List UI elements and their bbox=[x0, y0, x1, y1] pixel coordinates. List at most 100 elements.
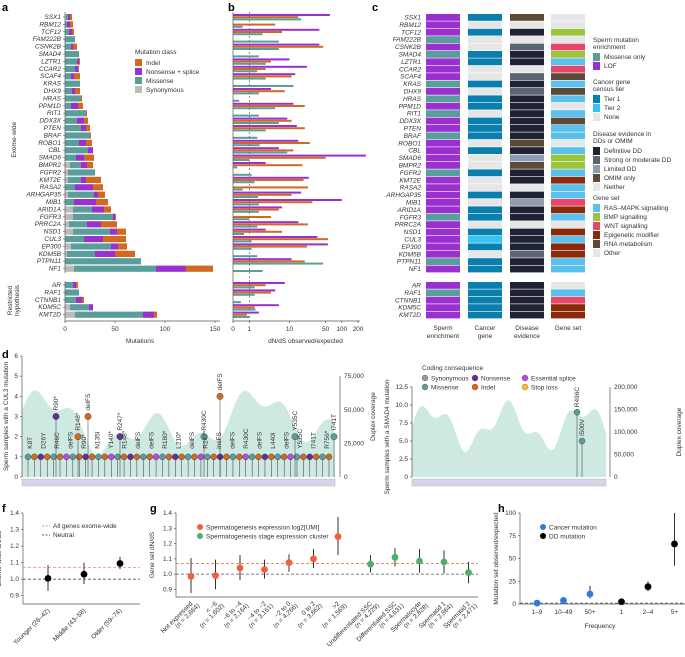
gene-label-a: SMAD4 bbox=[39, 51, 62, 58]
mutation-point bbox=[84, 413, 92, 420]
bar-segment-indel bbox=[117, 228, 126, 235]
heatmap-cell-geneset bbox=[551, 221, 585, 228]
gene-label-a: FAM222B bbox=[33, 36, 62, 43]
legend-marker bbox=[521, 383, 529, 391]
legend-swatch bbox=[593, 95, 600, 103]
heatmap-cell-disease bbox=[510, 282, 544, 289]
gene-label-c: CSNK2B bbox=[395, 44, 422, 51]
heatmap-cell-cancer bbox=[468, 88, 502, 95]
heatmap-cell-sperm bbox=[426, 258, 460, 265]
bar-segment-nonsense-splice bbox=[110, 228, 117, 235]
dnds-bar-nonsense-splice bbox=[233, 221, 299, 224]
heatmap-cell-geneset bbox=[551, 139, 585, 147]
bar-segment-synonymous bbox=[65, 162, 70, 169]
legend-label: Nonsense + splice bbox=[146, 69, 200, 76]
heatmap-cell-disease bbox=[510, 184, 544, 191]
right-tick-label: 0 bbox=[344, 474, 348, 481]
gene-label-c: ARHGAP35 bbox=[385, 192, 421, 199]
bar-segment-missense bbox=[70, 162, 81, 169]
gene-label-a: KMT2E bbox=[39, 177, 61, 184]
bar-segment-missense bbox=[65, 296, 76, 303]
legend-marker bbox=[521, 374, 529, 382]
heatmap-cell-sperm bbox=[426, 65, 460, 73]
mutation-point bbox=[146, 453, 153, 461]
y-tick-label: 0.9 bbox=[163, 586, 172, 593]
y-tick-label: 10.0 bbox=[395, 402, 408, 409]
mutation-label: R247* bbox=[203, 430, 210, 449]
legend-swatch bbox=[593, 156, 600, 164]
heatmap-cell-cancer bbox=[468, 154, 502, 162]
mutation-label: delFS bbox=[284, 431, 291, 449]
legend-label: Tier 2 bbox=[604, 105, 621, 112]
dnds-bar-missense bbox=[233, 85, 294, 87]
right-tick-label: 25,000 bbox=[344, 440, 364, 447]
legend-swatch bbox=[593, 147, 600, 155]
dnds-bar-missense bbox=[233, 173, 252, 176]
dnds-bar-indel bbox=[233, 306, 255, 309]
heatmap-cell-cancer bbox=[468, 282, 502, 289]
x-tick-label: 1 bbox=[248, 326, 252, 333]
legend-marker bbox=[421, 374, 429, 382]
gene-label-a: RAF1 bbox=[44, 289, 61, 296]
panel-a-mutation-counts: SSX1RBM12TCF12FAM222BCSNK2BSMAD4LZTR1CCA… bbox=[7, 12, 221, 345]
bar-segment-synonymous bbox=[65, 206, 73, 213]
mutation-point bbox=[216, 392, 224, 400]
heatmap-cell-disease bbox=[510, 236, 544, 243]
bar-segment-indel bbox=[70, 21, 73, 28]
gene-label-a: CTNNB1 bbox=[35, 297, 61, 304]
gene-label-c: DHX9 bbox=[404, 89, 422, 96]
gene-label-c: AR bbox=[411, 283, 421, 290]
bar-segment-missense bbox=[65, 110, 86, 117]
gene-label-c: PRRC2A bbox=[395, 222, 421, 229]
heatmap-cell-disease bbox=[510, 14, 544, 21]
legend-label: All genes exome-wide bbox=[53, 523, 117, 530]
heatmap-cell-geneset bbox=[551, 117, 585, 125]
bar-segment-indel bbox=[115, 213, 116, 220]
bar-segment-missense bbox=[65, 147, 88, 154]
dnds-bar-nonsense-splice bbox=[233, 162, 266, 164]
mutation-label: K8T bbox=[27, 437, 34, 449]
mutation-label: delFS bbox=[135, 431, 142, 449]
heatmap-cell-geneset bbox=[551, 21, 585, 29]
bar-segment-missense bbox=[66, 14, 68, 21]
panel-h-observed-expected: 0 25 50 75 100 Mutation set observed/expected… bbox=[493, 510, 685, 630]
data-point bbox=[367, 560, 374, 568]
x-tick-label: 150 bbox=[210, 326, 221, 333]
y-tick-label: 1.3 bbox=[10, 527, 19, 534]
protein-domain-track bbox=[411, 478, 607, 487]
bar-segment-synonymous bbox=[65, 213, 73, 220]
dnds-bar-missense bbox=[233, 188, 243, 191]
dnds-bar-nonsense-splice bbox=[233, 206, 283, 209]
heatmap-cell-disease bbox=[510, 132, 544, 140]
heatmap-cell-cancer bbox=[468, 265, 502, 273]
y-tick-label: 0 bbox=[14, 474, 18, 481]
gene-label-a: NF1 bbox=[49, 266, 62, 273]
right-tick-label: 100,000 bbox=[614, 429, 638, 436]
dnds-bar-nonsense-splice bbox=[233, 28, 320, 31]
legend-label: DD mutation bbox=[549, 534, 586, 541]
heatmap-cell-geneset bbox=[551, 265, 585, 273]
dnds-bar-indel bbox=[233, 45, 324, 48]
heatmap-cell-disease bbox=[510, 206, 544, 214]
column-label: Gene set bbox=[555, 325, 582, 332]
heatmap-cell-geneset bbox=[551, 65, 585, 73]
heatmap-cell-sperm bbox=[426, 95, 460, 103]
dnds-bar-nonsense-splice bbox=[233, 102, 294, 105]
bar-segment-missense bbox=[65, 199, 74, 206]
legend-marker bbox=[197, 533, 203, 539]
x-tick-label: 100 bbox=[160, 326, 171, 333]
dnds-bar-missense bbox=[233, 225, 258, 228]
gene-label-c: ARID1A bbox=[397, 207, 421, 214]
dnds-bar-missense bbox=[233, 18, 302, 21]
data-point bbox=[644, 583, 652, 591]
bar-segment-missense bbox=[73, 206, 92, 213]
dnds-bar-missense bbox=[233, 70, 258, 73]
heatmap-cell-cancer bbox=[468, 236, 502, 243]
heatmap-cell-disease bbox=[510, 28, 544, 36]
legend-label: Indel bbox=[481, 385, 496, 392]
heatmap-cell-disease bbox=[510, 36, 544, 43]
y-tick-label: 1 bbox=[14, 454, 18, 461]
dnds-bar-indel bbox=[233, 90, 285, 93]
bar-segment-indel bbox=[101, 221, 117, 228]
